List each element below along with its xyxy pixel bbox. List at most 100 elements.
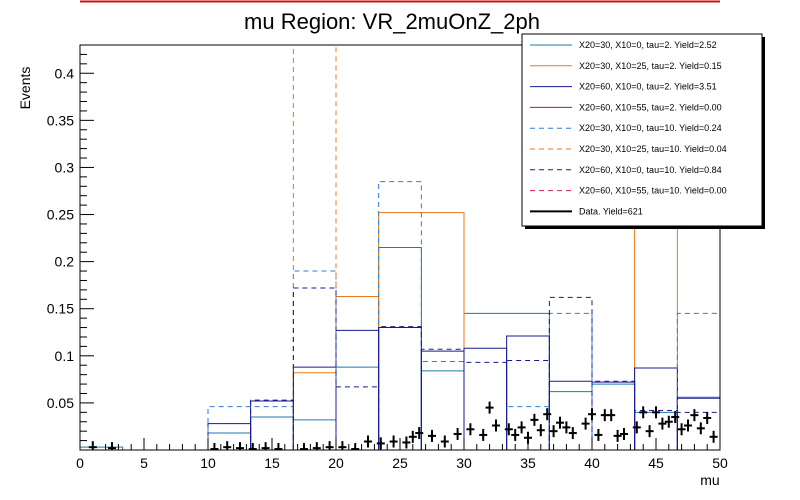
series-2-bin-4: [378, 327, 422, 450]
data-point-51: [664, 415, 673, 428]
series-6-bin-2: [335, 386, 380, 450]
series-6-bin-6: [506, 360, 550, 450]
series-6-bin-7: [548, 296, 593, 450]
x-tick-label-1: 5: [140, 455, 148, 471]
y-tick-label-3: 0.2: [55, 254, 75, 270]
data-point-50: [652, 406, 660, 419]
series-4-bin-2: [378, 181, 422, 450]
data-point-43: [511, 428, 520, 441]
series-6-bin-1: [292, 287, 337, 450]
data-point-49: [639, 406, 648, 419]
series-4-bin-0: [207, 406, 294, 450]
series-4-bin-1: [292, 270, 337, 450]
data-point-2: [210, 443, 219, 451]
series-2-bin-3: [335, 329, 380, 450]
data-point-28: [556, 416, 564, 429]
x-tick-label-0: 0: [76, 455, 84, 471]
chart-title: mu Region: VR_2muOnZ_2ph: [244, 9, 540, 34]
data-point-31: [594, 428, 603, 441]
legend-entry-6: X20=60, X10=0, tau=10. Yield=0.84: [579, 165, 722, 175]
data-point-4: [236, 442, 244, 450]
data-point-1: [108, 442, 116, 450]
data-point-12: [351, 443, 360, 451]
x-tick-label-6: 30: [456, 455, 472, 471]
data-point-37: [671, 411, 680, 424]
legend-entry-7: X20=60, X10=55, tau=10. Yield=0.00: [579, 186, 727, 196]
x-tick-label-5: 25: [392, 455, 408, 471]
data-point-44: [549, 425, 558, 438]
data-point-24: [504, 423, 513, 436]
y-tick-label-4: 0.25: [47, 207, 74, 223]
data-point-29: [568, 427, 577, 440]
data-point-36: [658, 417, 667, 430]
x-tick-label-3: 15: [264, 455, 280, 471]
legend-entry-4: X20=30, X10=0, tau=10. Yield=0.24: [579, 123, 722, 133]
data-point-8: [300, 443, 308, 451]
y-tick-label-0: 0.05: [47, 395, 74, 411]
data-point-52: [677, 423, 686, 436]
data-point-33: [620, 427, 628, 440]
data-point-17: [415, 427, 424, 440]
legend-entry-1: X20=30, X10=25, tau=2. Yield=0.15: [579, 61, 722, 71]
series-1-bin-1: [335, 295, 380, 450]
series-1-bin-0: [292, 372, 337, 450]
data-point-53: [690, 409, 699, 422]
data-point-30: [581, 417, 590, 430]
y-tick-label-5: 0.3: [55, 159, 75, 175]
x-tick-label-7: 35: [520, 455, 536, 471]
data-point-39: [696, 422, 705, 435]
data-point-26: [530, 413, 539, 426]
data-point-54: [703, 411, 712, 424]
data-point-40: [709, 430, 718, 443]
data-point-47: [600, 409, 609, 422]
legend-entry-0: X20=30, X10=0, tau=2. Yield=2.52: [579, 40, 717, 50]
y-tick-label-7: 0.4: [55, 65, 75, 81]
data-point-6: [261, 442, 270, 450]
y-tick-label-6: 0.35: [47, 112, 74, 128]
x-tick-label-8: 40: [584, 455, 600, 471]
legend-entry-5: X20=30, X10=25, tau=10. Yield=0.04: [579, 144, 727, 154]
data-point-27: [543, 408, 552, 421]
data-point-35: [645, 425, 654, 438]
data-point-45: [562, 421, 571, 434]
series-0-bin-4: [335, 366, 380, 450]
legend-entry-8: Data. Yield=621: [579, 206, 643, 216]
x-tick-label-10: 50: [712, 455, 728, 471]
legend-entry-3: X20=60, X10=55, tau=2. Yield=0.00: [579, 102, 722, 112]
data-point-46: [588, 408, 596, 421]
data-point-18: [428, 429, 436, 442]
series-6-bin-0: [250, 399, 294, 450]
data-point-23: [492, 419, 500, 432]
data-point-20: [453, 427, 462, 440]
data-point-19: [440, 435, 449, 448]
data-point-9: [312, 442, 321, 450]
data-point-21: [466, 423, 475, 436]
data-point-55: [536, 424, 545, 437]
data-point-41: [408, 430, 417, 443]
data-point-3: [223, 441, 232, 450]
x-tick-label-4: 20: [328, 455, 344, 471]
series-6-bin-3: [378, 326, 422, 450]
data-point-13: [364, 435, 372, 448]
data-point-34: [632, 421, 641, 434]
series-5-bin-0: [292, 44, 337, 450]
data-point-11: [338, 441, 347, 450]
x-axis-label: mu: [700, 472, 719, 488]
series-0-bin-5: [378, 247, 422, 450]
y-tick-label-2: 0.15: [47, 301, 74, 317]
series-6-bin-8: [591, 380, 636, 450]
series-6-bin-4: [420, 348, 465, 450]
x-tick-label-9: 45: [648, 455, 664, 471]
data-point-14: [376, 437, 385, 450]
data-point-48: [613, 429, 622, 442]
legend: X20=30, X10=0, tau=2. Yield=2.52 X20=30, …: [521, 33, 765, 229]
series-6-bin-5: [463, 361, 508, 450]
series-layer: [79, 44, 721, 450]
y-axis-label: Events: [17, 67, 33, 110]
data-point-38: [684, 419, 692, 432]
data-point-42: [485, 401, 494, 414]
data-point-22: [479, 428, 488, 441]
y-tick-label-1: 0.1: [55, 348, 75, 364]
series-2-bin-2: [292, 366, 337, 450]
